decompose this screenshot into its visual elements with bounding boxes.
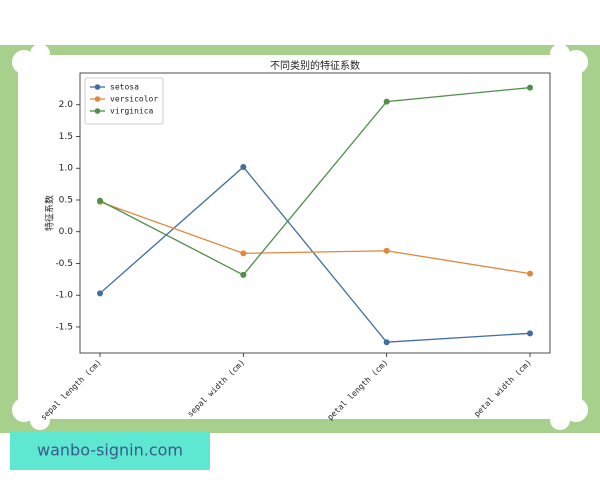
y-tick-label: -0.5 <box>55 259 73 269</box>
point <box>97 197 103 204</box>
point <box>383 247 390 254</box>
y-tick-label: 2.0 <box>59 100 74 110</box>
point <box>383 98 390 105</box>
legend-label: virginica <box>110 107 154 116</box>
point <box>383 339 390 346</box>
series-line <box>99 86 531 276</box>
point <box>240 271 247 278</box>
legend-marker <box>94 84 101 90</box>
series-line <box>99 201 531 275</box>
point <box>240 250 247 257</box>
legend-marker <box>94 108 101 114</box>
legend-label: versicolor <box>110 95 158 104</box>
y-tick-label: -1.5 <box>55 322 73 332</box>
y-tick-label: 0.0 <box>59 227 74 237</box>
frame-clouds <box>12 44 588 430</box>
point <box>527 330 533 337</box>
series-line <box>99 166 531 343</box>
plot-frame <box>79 72 551 354</box>
point <box>527 270 533 277</box>
legend-box <box>84 77 164 125</box>
y-tick-label: 1.0 <box>59 164 74 174</box>
point <box>97 290 103 297</box>
point <box>527 84 533 91</box>
point <box>240 163 247 170</box>
y-axis-label: 特征系数 <box>44 195 56 231</box>
watermark-box <box>10 432 210 470</box>
watermark: wanbo-signin.com <box>37 441 183 460</box>
y-tick-label: 0.5 <box>59 195 73 205</box>
y-tick-label: 1.5 <box>59 132 73 142</box>
chart-title: 不同类别的特征系数 <box>270 59 360 72</box>
legend-label: setosa <box>110 83 139 92</box>
y-tick-label: -1.0 <box>55 291 73 301</box>
legend-marker <box>94 96 101 102</box>
